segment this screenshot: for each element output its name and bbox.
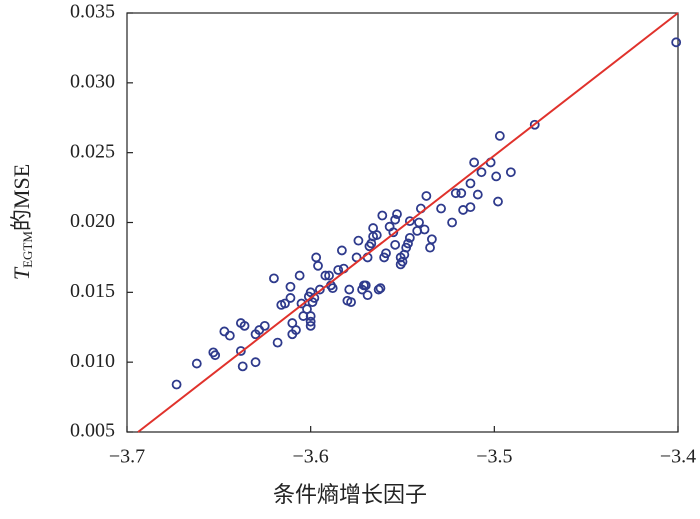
scatter-point [259, 320, 270, 331]
scatter-point [505, 167, 516, 178]
scatter-point [285, 281, 296, 292]
scatter-point [362, 290, 373, 301]
scatter-point [320, 270, 331, 281]
scatter-point [403, 238, 413, 249]
x-axis-title: 条件熵增长因子 [273, 482, 427, 507]
scatter-point [494, 131, 505, 141]
y-title-main: T [9, 266, 34, 280]
scatter-point [313, 260, 323, 271]
scatter-point [377, 210, 388, 221]
scatter-point [272, 337, 283, 348]
scatter-point [404, 216, 415, 227]
scatter-point [210, 350, 221, 361]
scatter-point [469, 157, 480, 168]
scatter-point [529, 119, 540, 130]
scatter-point [305, 311, 316, 321]
scatter-point [404, 232, 415, 243]
scatter-point [390, 239, 401, 250]
x-tick-label: −3.7 [109, 446, 145, 468]
scatter-point [250, 357, 261, 368]
scatter-point [472, 189, 483, 200]
x-tick-label: −3.6 [293, 446, 329, 468]
scatter-point [381, 248, 391, 259]
scatter-point [456, 188, 467, 199]
scatter-point [421, 191, 432, 201]
plot-frame [126, 12, 679, 433]
scatter-point [296, 298, 307, 309]
scatter-point [671, 37, 682, 48]
scatter-point [224, 330, 235, 341]
scatter-point [324, 270, 334, 281]
x-tick-label: −3.5 [476, 446, 512, 468]
scatter-point [291, 325, 301, 335]
scatter-point [305, 316, 316, 327]
scatter-point [450, 188, 461, 199]
scatter-point [465, 202, 476, 213]
scatter-point [237, 361, 248, 372]
scatter-point [285, 293, 296, 303]
scatter-point [419, 224, 430, 235]
scatter-point [311, 252, 322, 263]
scatter-point [344, 284, 355, 295]
scatter-point [493, 196, 503, 207]
scatter-point [336, 245, 347, 256]
scatter-point [294, 270, 305, 281]
scatter-point [305, 320, 316, 331]
y-title-rest: 的MSE [9, 164, 34, 231]
scatter-point [491, 171, 502, 182]
scatter-point [171, 379, 182, 390]
y-tick-label: 0.030 [70, 70, 115, 92]
scatter-point [353, 235, 364, 246]
scatter-point [235, 346, 246, 356]
scatter-point [280, 298, 290, 309]
y-tick-label: 0.035 [70, 1, 115, 23]
scatter-point [436, 203, 446, 214]
scatter-point [390, 214, 401, 225]
scatter-point [373, 284, 384, 295]
x-tick-label: −3.4 [660, 446, 696, 468]
scatter-point [360, 280, 371, 291]
y-tick-label: 0.005 [70, 420, 115, 442]
y-title-sub: EGTM [20, 231, 35, 268]
scatter-point [269, 273, 279, 284]
y-tick-label: 0.020 [70, 210, 115, 232]
scatter-point [388, 227, 399, 238]
scatter-point [327, 283, 338, 294]
scatter-point [425, 242, 435, 253]
fit-line [137, 12, 679, 433]
scatter-point [333, 265, 344, 275]
y-tick-label: 0.015 [70, 280, 115, 302]
scatter-point [414, 217, 424, 228]
scatter-point [346, 297, 356, 308]
scatter-point [191, 358, 202, 369]
scatter-point [371, 230, 382, 240]
y-tick-label: 0.010 [70, 350, 115, 372]
y-tick-label: 0.025 [70, 140, 115, 162]
scatter-point [447, 217, 457, 228]
y-axis-title: TEGTM的MSE [9, 164, 35, 280]
scatter-point [426, 234, 437, 245]
scatter-point [392, 209, 402, 220]
scatter-point [314, 284, 325, 295]
scatter-point [465, 178, 476, 189]
scatter-point [375, 283, 386, 294]
scatter-point [239, 320, 250, 331]
scatter-point [219, 326, 230, 337]
scatter-point [476, 167, 487, 178]
